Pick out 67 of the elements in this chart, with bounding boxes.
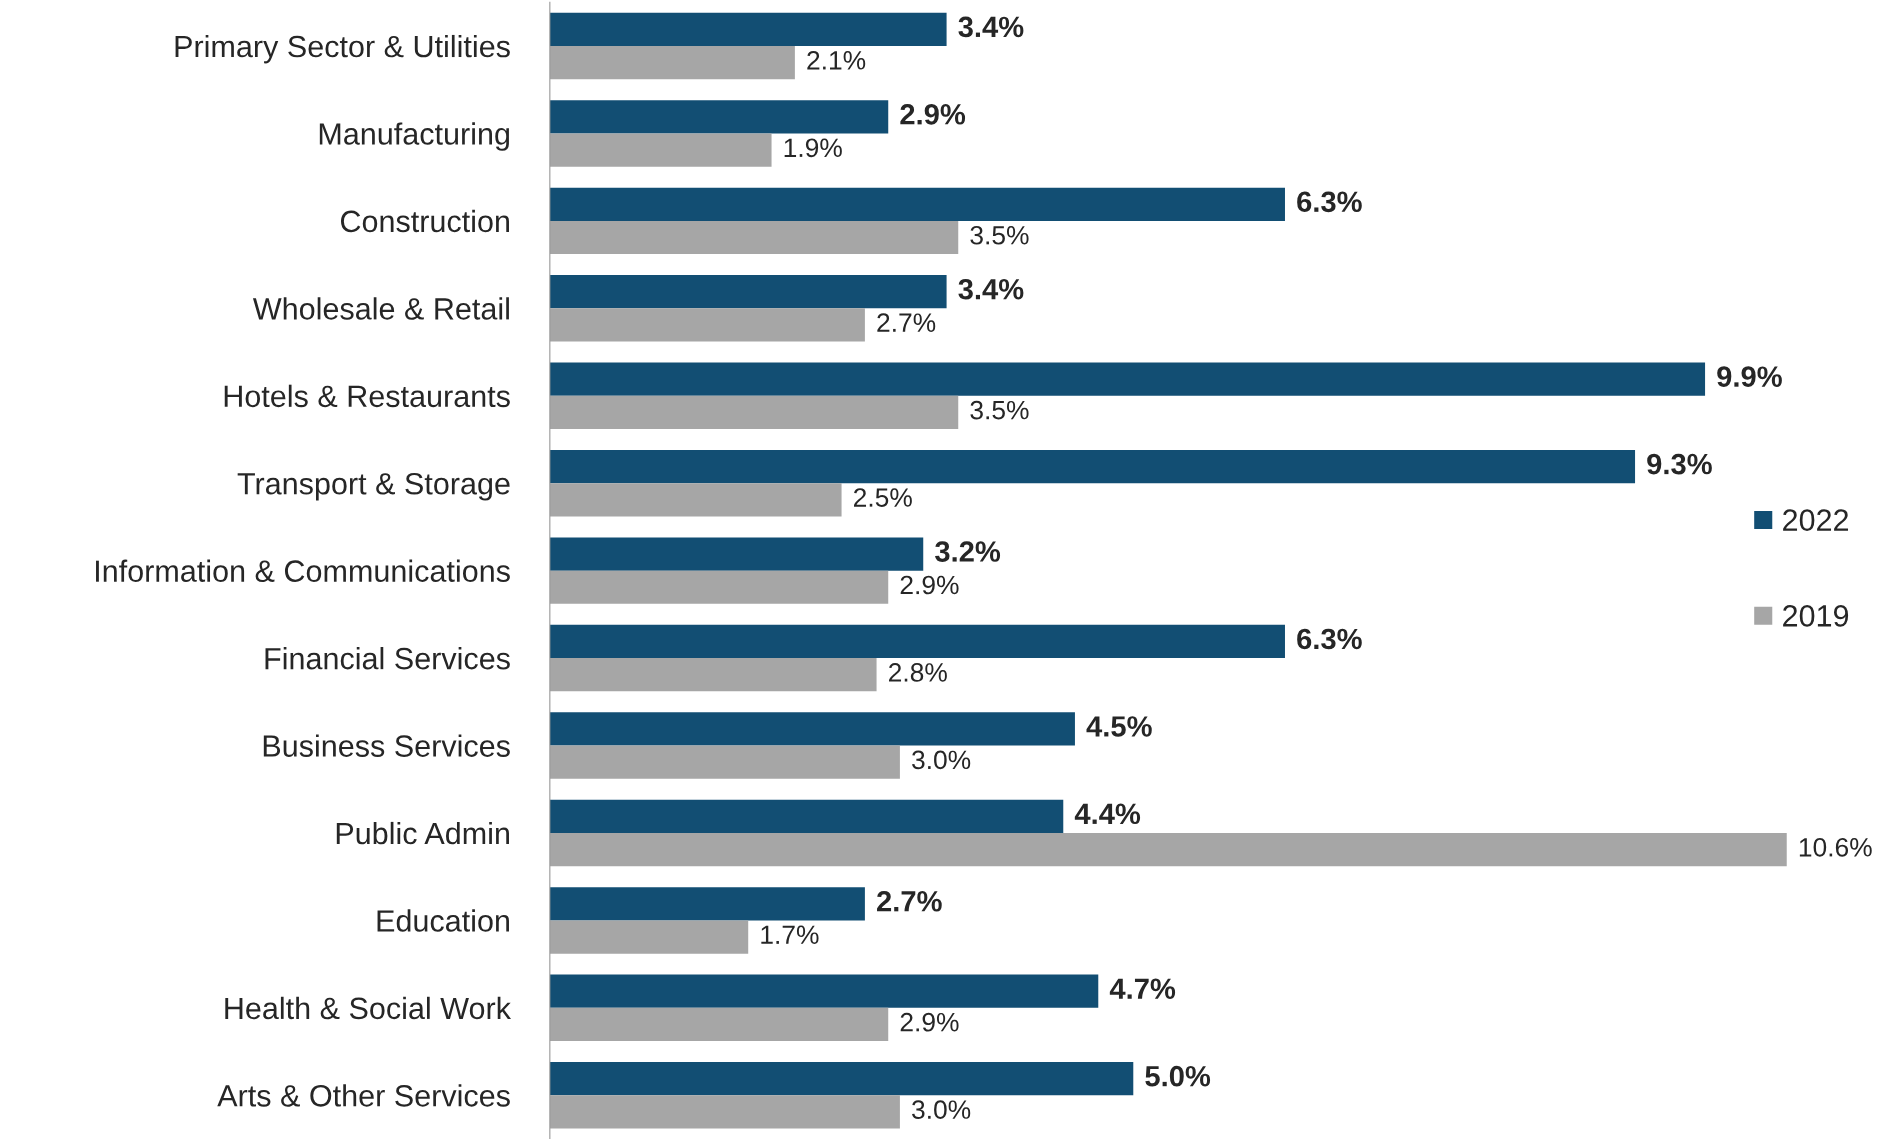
bar	[549, 974, 1099, 1008]
data-label: 4.7%	[1109, 978, 1176, 999]
data-label: 6.3%	[1297, 628, 1362, 650]
data-label: 9.3%	[1647, 453, 1712, 475]
bar	[549, 275, 947, 309]
bar	[549, 362, 1706, 396]
bar	[549, 100, 889, 134]
y-tick-label: Manufacturing	[319, 122, 509, 151]
data-label: 5.0%	[1145, 1065, 1211, 1087]
bar	[549, 570, 889, 604]
bar	[549, 1062, 1134, 1096]
data-label: 3.2%	[935, 541, 1001, 562]
data-label: 9.9%	[1717, 366, 1782, 387]
data-label: 3.4%	[958, 16, 1024, 38]
y-tick-label: Construction	[340, 209, 509, 233]
data-label: 3.4%	[958, 278, 1024, 300]
bar	[549, 46, 795, 80]
data-label: 2.1%	[807, 51, 866, 70]
bar	[549, 799, 1064, 833]
bar	[549, 133, 772, 167]
data-label: 4.5%	[1086, 716, 1152, 737]
data-label: 2.8%	[889, 663, 947, 682]
data-label: 6.3%	[1297, 191, 1362, 213]
bar	[549, 537, 924, 571]
data-label: 1.7%	[761, 925, 819, 944]
bar	[549, 745, 900, 779]
data-label: 2.7%	[877, 313, 936, 332]
data-label: 3.5%	[970, 400, 1029, 420]
bar	[549, 483, 842, 517]
bar	[549, 220, 959, 255]
data-label: 2.7%	[877, 890, 942, 912]
y-tick-label: Information & Communications	[96, 559, 510, 583]
data-label: 3.0%	[912, 1100, 971, 1119]
y-tick-label: Business Services	[263, 734, 510, 757]
bar	[549, 887, 865, 921]
y-tick-label: Public Admin	[336, 821, 509, 845]
data-label: 3.0%	[912, 750, 971, 770]
y-tick-label: Arts & Other Services	[217, 1084, 510, 1107]
y-tick-label: Primary Sector & Utilities	[175, 34, 510, 64]
y-tick-label: Financial Services	[265, 647, 510, 670]
bar	[549, 12, 947, 46]
y-tick-label: Transport & Storage	[237, 472, 510, 501]
bar	[549, 658, 877, 692]
legend-label: 2019	[1783, 605, 1849, 627]
bar	[549, 832, 1787, 867]
y-tick-label: Health & Social Work	[225, 996, 511, 1020]
bar	[549, 624, 1285, 659]
data-label: 1.9%	[784, 138, 842, 158]
y-tick-label: Education	[377, 909, 509, 932]
bar	[549, 449, 1636, 484]
bar	[549, 712, 1075, 746]
data-label: 2.9%	[900, 575, 959, 595]
data-label: 2.5%	[854, 488, 912, 507]
y-tick-label: Hotels & Restaurants	[224, 384, 510, 408]
legend-label: 2022	[1783, 509, 1849, 531]
data-label: 4.4%	[1074, 803, 1141, 825]
bar	[549, 1095, 900, 1129]
data-label: 10.6%	[1799, 837, 1872, 857]
bar	[549, 1007, 889, 1042]
data-label: 2.9%	[900, 104, 966, 125]
y-tick-label: Wholesale & Retail	[252, 297, 509, 320]
data-label: 2.9%	[900, 1012, 959, 1032]
bar	[549, 395, 959, 429]
data-label: 3.5%	[970, 225, 1029, 245]
bar	[549, 308, 865, 342]
bar	[549, 187, 1285, 221]
bar	[549, 920, 749, 954]
